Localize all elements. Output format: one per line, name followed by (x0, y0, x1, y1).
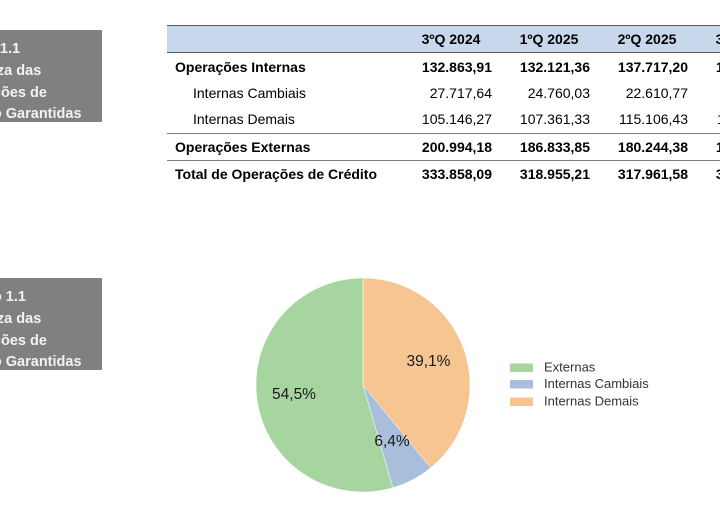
svg-text:Externas: Externas (544, 360, 596, 375)
svg-text:Internas Demais: Internas Demais (544, 394, 639, 409)
svg-text:6,4%: 6,4% (374, 433, 410, 450)
svg-text:54,5%: 54,5% (272, 386, 316, 403)
svg-text:Internas Cambiais: Internas Cambiais (544, 376, 649, 391)
svg-text:39,1%: 39,1% (407, 353, 451, 370)
